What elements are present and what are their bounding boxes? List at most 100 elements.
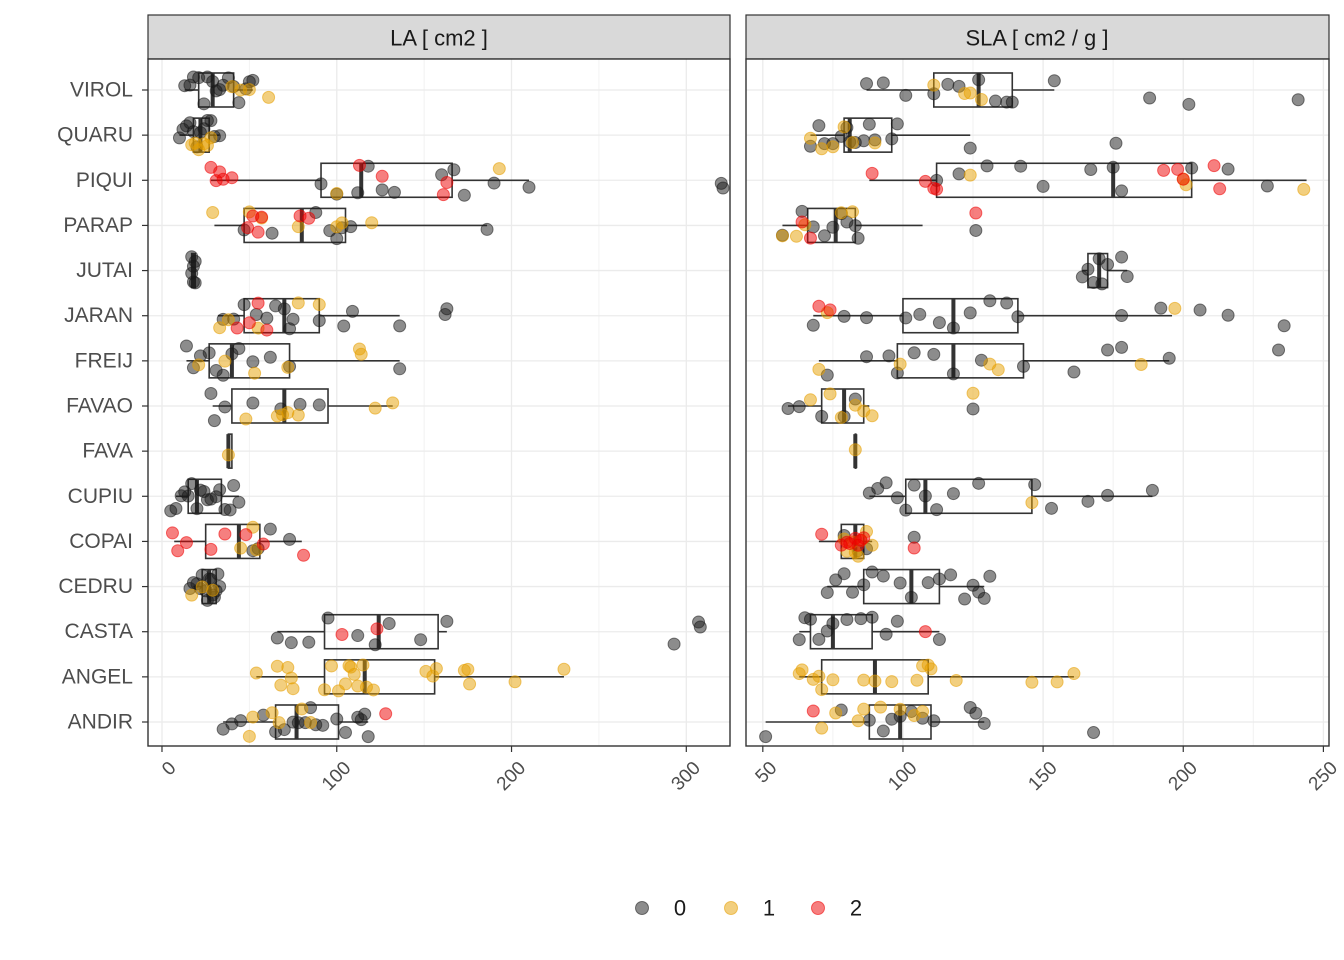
- point-la-copai-group-2: [165, 526, 179, 540]
- point-la-cupiu-group-0: [169, 502, 183, 516]
- point-la-parap-group-1: [365, 216, 379, 230]
- point-la-cupiu-group-0: [223, 503, 237, 517]
- point-la-parap-group-1: [206, 205, 220, 219]
- point-sla-jaran-group-0: [932, 316, 946, 330]
- point-la-cupiu-group-0: [232, 495, 246, 509]
- point-sla-jaran-group-0: [1154, 301, 1168, 315]
- point-sla-parap-group-0: [848, 219, 862, 233]
- point-la-freij-group-0: [263, 350, 277, 364]
- point-sla-cupiu-group-0: [899, 503, 913, 517]
- point-sla-andir-group-0: [977, 716, 991, 730]
- point-sla-parap-group-1: [834, 206, 848, 220]
- point-sla-andir-group-1: [851, 714, 865, 728]
- point-sla-piqui-group-0: [1084, 163, 1098, 177]
- point-la-angel-group-1: [318, 683, 332, 697]
- point-la-piqui-group-2: [225, 171, 239, 185]
- point-sla-jaran-group-0: [806, 318, 820, 332]
- point-la-jaran-group-2: [230, 321, 244, 335]
- point-la-andir-group-1: [304, 716, 318, 730]
- point-sla-cupiu-group-0: [879, 476, 893, 490]
- point-la-casta-group-0: [667, 637, 681, 651]
- point-la-freij-group-0: [179, 339, 193, 353]
- point-sla-cupiu-group-0: [907, 478, 921, 492]
- point-sla-jaran-group-1: [1168, 301, 1182, 315]
- point-sla-jaran-group-0: [1000, 296, 1014, 310]
- point-sla-freij-group-0: [1115, 340, 1129, 354]
- point-la-cupiu-group-0: [213, 483, 227, 497]
- panel-sla-title: SLA [ cm2 / g ]: [965, 26, 1108, 51]
- legend-key: [724, 901, 738, 915]
- point-sla-jaran-group-0: [946, 321, 960, 335]
- point-sla-jaran-group-0: [1221, 308, 1235, 322]
- point-sla-virol-group-0: [860, 77, 874, 91]
- point-sla-quaru-group-0: [890, 117, 904, 131]
- point-sla-freij-group-0: [946, 367, 960, 381]
- point-la-freij-group-0: [202, 346, 216, 360]
- point-sla-andir-group-0: [759, 730, 773, 744]
- point-sla-copai-group-2: [907, 541, 921, 555]
- point-sla-cupiu-group-0: [930, 503, 944, 517]
- point-la-cupiu-group-0: [185, 477, 199, 491]
- point-sla-casta-group-0: [812, 632, 826, 646]
- point-la-favao-group-1: [386, 396, 400, 410]
- point-la-parap-group-0: [265, 226, 279, 240]
- point-la-angel-group-1: [366, 683, 380, 697]
- point-sla-cupiu-group-0: [1081, 494, 1095, 508]
- point-la-andir-group-2: [379, 707, 393, 721]
- point-la-favao-group-1: [239, 412, 253, 426]
- point-sla-quaru-group-1: [826, 140, 840, 154]
- point-la-andir-group-0: [330, 712, 344, 726]
- box: [231, 388, 329, 424]
- y-tick-label-piqui: PIQUI: [76, 169, 133, 192]
- point-sla-favao-group-0: [792, 400, 806, 414]
- point-la-favao-group-0: [204, 386, 218, 400]
- point-sla-jutai-group-0: [1081, 262, 1095, 276]
- point-la-casta-group-0: [693, 620, 707, 634]
- point-sla-favao-group-1: [823, 387, 837, 401]
- panel-sla-points: [759, 73, 1311, 744]
- point-la-copai-group-1: [234, 541, 248, 555]
- point-sla-jaran-group-0: [837, 309, 851, 323]
- point-sla-cupiu-group-0: [1101, 488, 1115, 502]
- point-sla-cupiu-group-1: [1025, 496, 1039, 510]
- point-la-parap-group-2: [251, 225, 265, 239]
- point-la-freij-group-1: [281, 360, 295, 374]
- point-sla-parap-group-2: [969, 206, 983, 220]
- point-sla-casta-group-0: [840, 613, 854, 627]
- point-sla-cedru-group-0: [820, 586, 834, 600]
- point-sla-casta-group-0: [932, 633, 946, 647]
- point-la-cupiu-group-0: [181, 489, 195, 503]
- point-la-andir-group-0: [234, 714, 248, 728]
- point-sla-virol-group-0: [941, 77, 955, 91]
- legend-label: 0: [674, 896, 686, 921]
- point-la-parap-group-2: [302, 211, 316, 225]
- point-la-casta-group-0: [382, 617, 396, 631]
- point-la-favao-group-0: [246, 396, 260, 410]
- point-sla-casta-group-0: [854, 612, 868, 626]
- point-sla-quaru-group-0: [1109, 136, 1123, 150]
- point-sla-angel-group-1: [857, 673, 871, 687]
- point-la-jaran-group-1: [312, 298, 326, 312]
- panel-sla-strip: [745, 14, 1330, 60]
- point-sla-freij-group-0: [1162, 351, 1176, 365]
- point-la-angel-group-1: [286, 682, 300, 696]
- point-la-freij-group-0: [232, 341, 246, 355]
- point-sla-angel-group-1: [924, 662, 938, 676]
- point-la-cedru-group-1: [185, 588, 199, 602]
- panel-la-border: [147, 58, 731, 747]
- point-la-casta-group-0: [321, 611, 335, 625]
- point-sla-cupiu-group-0: [1145, 483, 1159, 497]
- y-tick-label-jaran: JARAN: [64, 304, 133, 327]
- panel-la-strip: [147, 14, 731, 60]
- point-sla-piqui-group-2: [1213, 182, 1227, 196]
- panel-la-title: LA [ cm2 ]: [390, 26, 488, 51]
- point-la-piqui-group-2: [375, 169, 389, 183]
- point-sla-copai-group-0: [907, 530, 921, 544]
- legend: 0 1 2: [635, 896, 862, 921]
- y-tick-label-cedru: CEDRU: [58, 575, 133, 598]
- point-la-angel-group-1: [249, 666, 263, 680]
- point-sla-angel-group-1: [1067, 667, 1081, 681]
- point-sla-virol-group-0: [899, 88, 913, 102]
- point-sla-piqui-group-0: [1260, 179, 1274, 193]
- point-sla-favao-group-1: [803, 393, 817, 407]
